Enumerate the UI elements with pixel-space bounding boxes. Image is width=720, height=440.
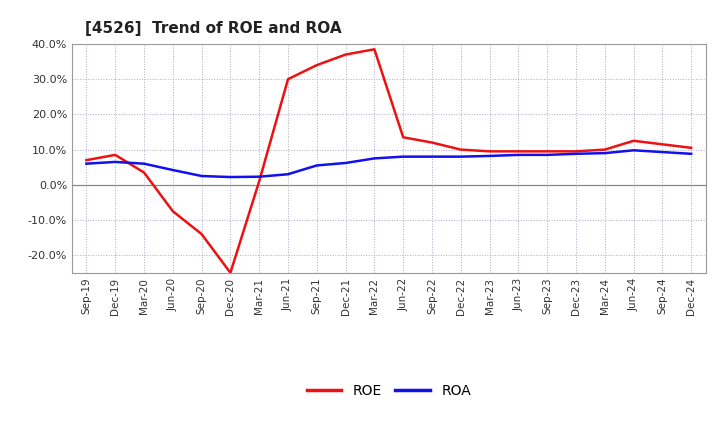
ROA — [312, 163, 321, 168]
ROE — [399, 135, 408, 140]
Line: ROA: ROA — [86, 150, 691, 177]
ROA — [82, 161, 91, 166]
ROA — [399, 154, 408, 159]
ROE — [341, 52, 350, 57]
ROA — [111, 159, 120, 165]
ROE — [485, 149, 494, 154]
Legend: ROE, ROA: ROE, ROA — [301, 378, 477, 403]
Line: ROE: ROE — [86, 49, 691, 273]
ROE — [456, 147, 465, 152]
ROA — [197, 173, 206, 179]
ROE — [82, 158, 91, 163]
ROE — [600, 147, 609, 152]
ROE — [140, 170, 148, 175]
ROA — [341, 160, 350, 165]
ROE — [543, 149, 552, 154]
ROA — [687, 151, 696, 157]
ROA — [572, 151, 580, 157]
ROA — [658, 150, 667, 155]
ROE — [111, 152, 120, 158]
ROE — [168, 209, 177, 214]
ROE — [370, 47, 379, 52]
ROE — [658, 142, 667, 147]
ROE — [197, 231, 206, 237]
ROA — [514, 152, 523, 158]
ROA — [428, 154, 436, 159]
ROA — [255, 174, 264, 180]
ROE — [428, 140, 436, 145]
ROA — [168, 167, 177, 172]
ROA — [543, 152, 552, 158]
Text: [4526]  Trend of ROE and ROA: [4526] Trend of ROE and ROA — [85, 21, 341, 36]
ROE — [255, 179, 264, 184]
ROE — [312, 62, 321, 68]
ROA — [370, 156, 379, 161]
ROE — [514, 149, 523, 154]
ROA — [629, 148, 638, 153]
ROE — [687, 145, 696, 150]
ROE — [572, 149, 580, 154]
ROA — [226, 174, 235, 180]
ROA — [456, 154, 465, 159]
ROA — [140, 161, 148, 166]
ROA — [485, 153, 494, 158]
ROE — [284, 77, 292, 82]
ROA — [284, 172, 292, 177]
ROA — [600, 150, 609, 156]
ROE — [226, 270, 235, 275]
ROE — [629, 138, 638, 143]
